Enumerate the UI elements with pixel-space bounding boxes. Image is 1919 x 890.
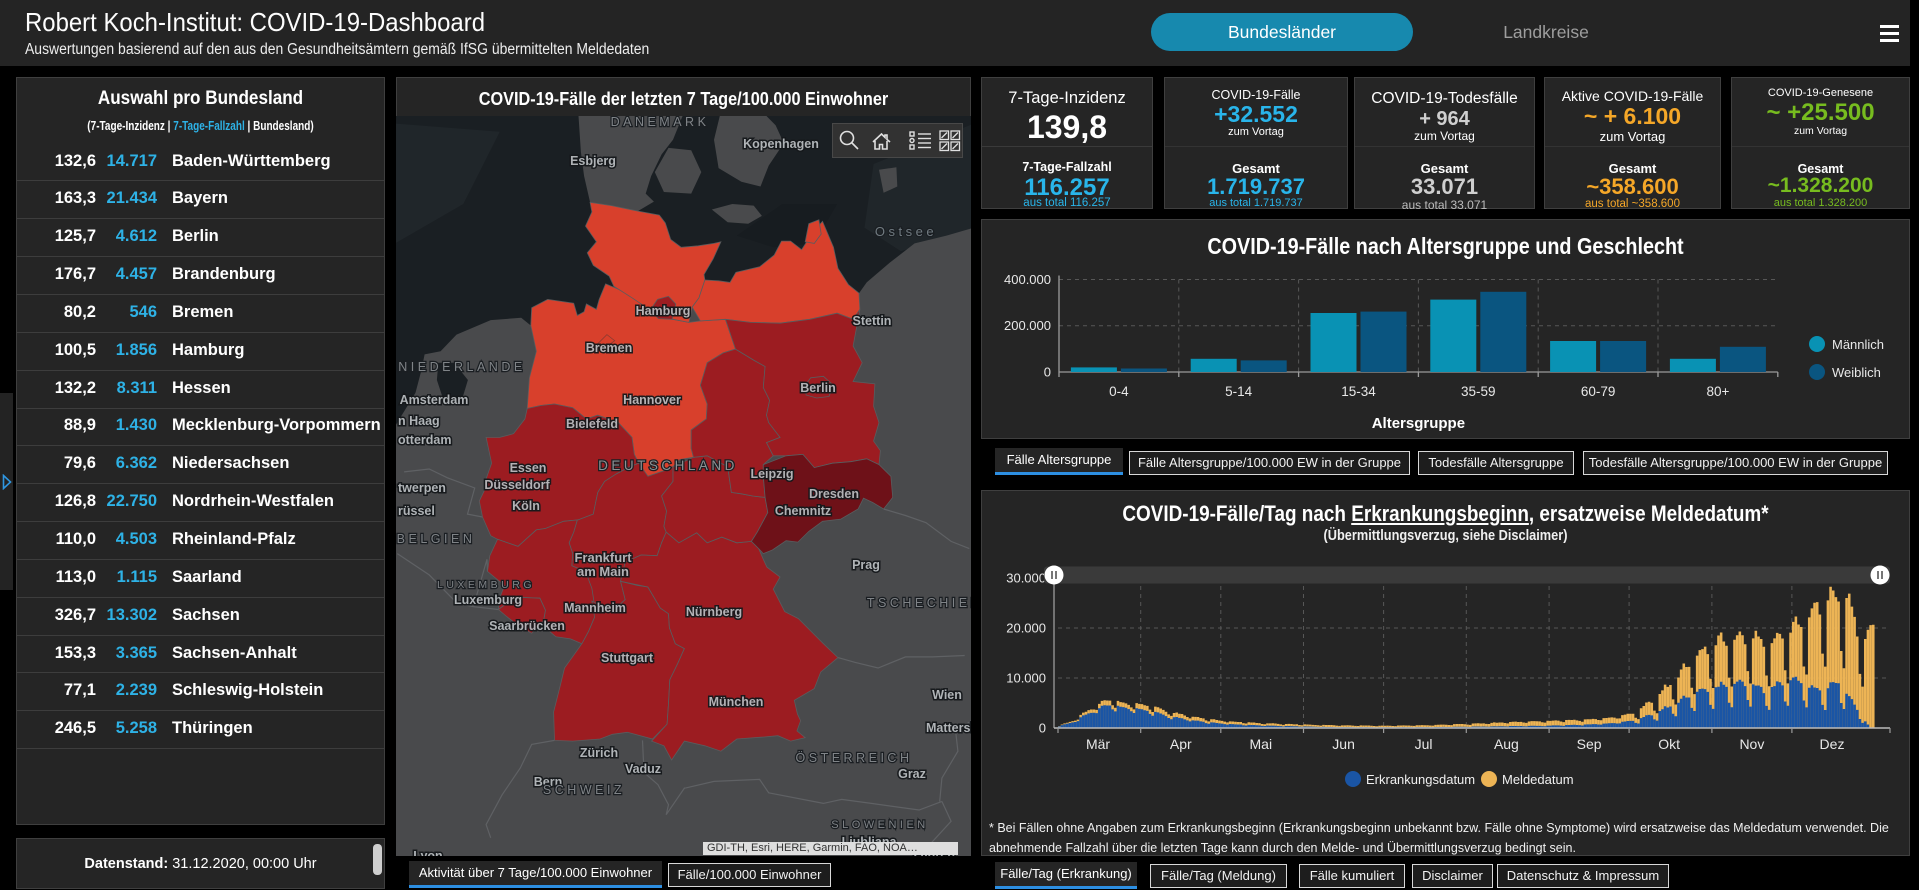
svg-text:Aug: Aug (1494, 736, 1519, 752)
svg-text:München: München (709, 695, 764, 709)
svg-text:Hannover: Hannover (623, 393, 681, 407)
svg-text:twerpen: twerpen (398, 481, 446, 495)
svg-text:Nov: Nov (1739, 736, 1764, 752)
svg-text:Vaduz: Vaduz (625, 762, 661, 776)
svg-text:Esbjerg: Esbjerg (570, 154, 616, 168)
svg-text:Männlich: Männlich (1832, 337, 1884, 352)
svg-text:Berlin: Berlin (800, 381, 835, 395)
svg-text:Meldedatum: Meldedatum (1502, 772, 1574, 787)
svg-text:Altersgruppe: Altersgruppe (1372, 415, 1465, 432)
svg-text:Apr: Apr (1170, 736, 1192, 752)
svg-text:30.000: 30.000 (1006, 571, 1046, 586)
svg-text:80+: 80+ (1706, 384, 1729, 399)
svg-text:Mannheim: Mannheim (564, 601, 626, 615)
svg-text:Stuttgart: Stuttgart (601, 651, 654, 665)
svg-text:5-14: 5-14 (1225, 384, 1253, 399)
svg-text:0: 0 (1044, 365, 1051, 380)
svg-text:LUXEMBURG: LUXEMBURG (437, 579, 535, 591)
svg-text:DANEMARK: DANEMARK (611, 116, 710, 129)
svg-text:rüssel: rüssel (398, 504, 435, 518)
svg-text:Lyon: Lyon (413, 849, 442, 856)
svg-text:Zürich: Zürich (580, 746, 618, 760)
svg-text:Saarbrücken: Saarbrücken (489, 619, 565, 633)
svg-text:Wien: Wien (932, 688, 962, 702)
svg-text:SLOWENIEN: SLOWENIEN (831, 819, 929, 831)
svg-text:15-34: 15-34 (1341, 384, 1376, 399)
svg-text:Mär: Mär (1086, 736, 1110, 752)
svg-text:Sep: Sep (1577, 736, 1602, 752)
svg-text:Bielefeld: Bielefeld (566, 417, 618, 431)
svg-text:Mattersb: Mattersb (926, 721, 971, 735)
svg-text:Ostsee: Ostsee (875, 224, 937, 239)
svg-text:Amsterdam: Amsterdam (400, 393, 469, 407)
svg-text:SCHWEIZ: SCHWEIZ (543, 783, 625, 797)
svg-text:Chemnitz: Chemnitz (775, 504, 831, 518)
svg-text:otterdam: otterdam (398, 433, 451, 447)
svg-text:NIEDERLANDE: NIEDERLANDE (398, 360, 525, 374)
svg-text:60-79: 60-79 (1581, 384, 1616, 399)
svg-text:Dez: Dez (1820, 736, 1845, 752)
svg-text:Jun: Jun (1332, 736, 1355, 752)
svg-text:Mai: Mai (1250, 736, 1273, 752)
svg-text:TSCHECHIEN: TSCHECHIEN (867, 596, 971, 610)
svg-text:Graz: Graz (898, 767, 926, 781)
svg-text:Essen: Essen (510, 461, 547, 475)
svg-text:0-4: 0-4 (1109, 384, 1129, 399)
svg-text:Okt: Okt (1658, 736, 1680, 752)
svg-text:Kopenhagen: Kopenhagen (743, 137, 819, 151)
svg-text:0: 0 (1039, 721, 1046, 736)
svg-text:Leipzig: Leipzig (750, 467, 793, 481)
svg-text:Prag: Prag (852, 558, 880, 572)
svg-text:10.000: 10.000 (1006, 671, 1046, 686)
svg-text:Erkrankungsdatum: Erkrankungsdatum (1366, 772, 1475, 787)
svg-text:35-59: 35-59 (1461, 384, 1496, 399)
svg-text:Hamburg: Hamburg (636, 304, 691, 318)
svg-text:Weiblich: Weiblich (1832, 365, 1881, 380)
svg-text:20.000: 20.000 (1006, 621, 1046, 636)
svg-text:400.000: 400.000 (1004, 272, 1051, 287)
svg-text:Stettin: Stettin (853, 314, 892, 328)
svg-text:Nürnberg: Nürnberg (686, 605, 742, 619)
svg-text:200.000: 200.000 (1004, 318, 1051, 333)
svg-text:Jul: Jul (1415, 736, 1433, 752)
svg-text:Luxemburg: Luxemburg (454, 593, 522, 607)
svg-text:Köln: Köln (512, 499, 540, 513)
svg-text:Dresden: Dresden (809, 487, 859, 501)
svg-text:BELGIEN: BELGIEN (397, 532, 476, 546)
svg-text:ÖSTERREICH: ÖSTERREICH (796, 751, 913, 765)
svg-text:n Haag: n Haag (398, 414, 440, 428)
svg-text:Bremen: Bremen (586, 341, 633, 355)
svg-text:Bern: Bern (534, 775, 562, 789)
svg-text:Düsseldorf: Düsseldorf (484, 478, 550, 492)
svg-text:DEUTSCHLAND: DEUTSCHLAND (598, 458, 738, 473)
